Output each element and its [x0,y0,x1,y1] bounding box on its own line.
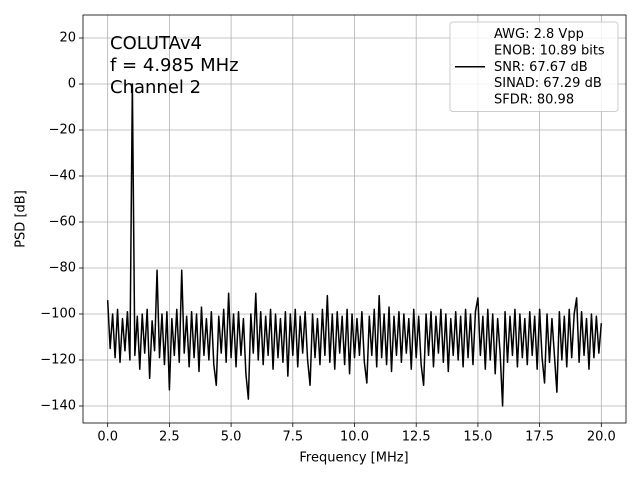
data-line [106,83,603,407]
y-tick-label: −60 [49,214,76,229]
x-tick-label: 17.5 [525,430,554,445]
y-tick-label: −100 [40,306,76,321]
y-axis-label: PSD [dB] [14,190,29,248]
legend-box [449,21,619,112]
x-tick-label: 7.5 [282,430,303,445]
y-tick-label: −40 [49,168,76,183]
plot-frame [82,14,627,424]
x-axis-label: Frequency [MHz] [299,451,408,466]
x-tick-label: 2.5 [159,430,180,445]
x-tick-label: 0.0 [97,430,118,445]
x-tick-label: 5.0 [221,430,242,445]
legend-label: AWG: 2.8 Vpp ENOB: 10.89 bits SNR: 67.67 d… [494,27,605,107]
x-tick-label: 12.5 [402,430,431,445]
annotation: COLUTAv4 [110,33,202,54]
y-tick-label: −80 [49,260,76,275]
annotation: f = 4.985 MHz [110,55,239,76]
x-tick-label: 10.0 [340,430,369,445]
y-tick-label: −140 [40,398,76,413]
y-tick-label: −120 [40,352,76,367]
y-tick-label: −20 [49,122,76,137]
y-tick-label: 20 [59,30,76,45]
x-tick-label: 20.0 [587,430,616,445]
annotation: Channel 2 [110,77,201,98]
x-tick-label: 15.0 [463,430,492,445]
y-tick-label: 0 [68,76,76,91]
